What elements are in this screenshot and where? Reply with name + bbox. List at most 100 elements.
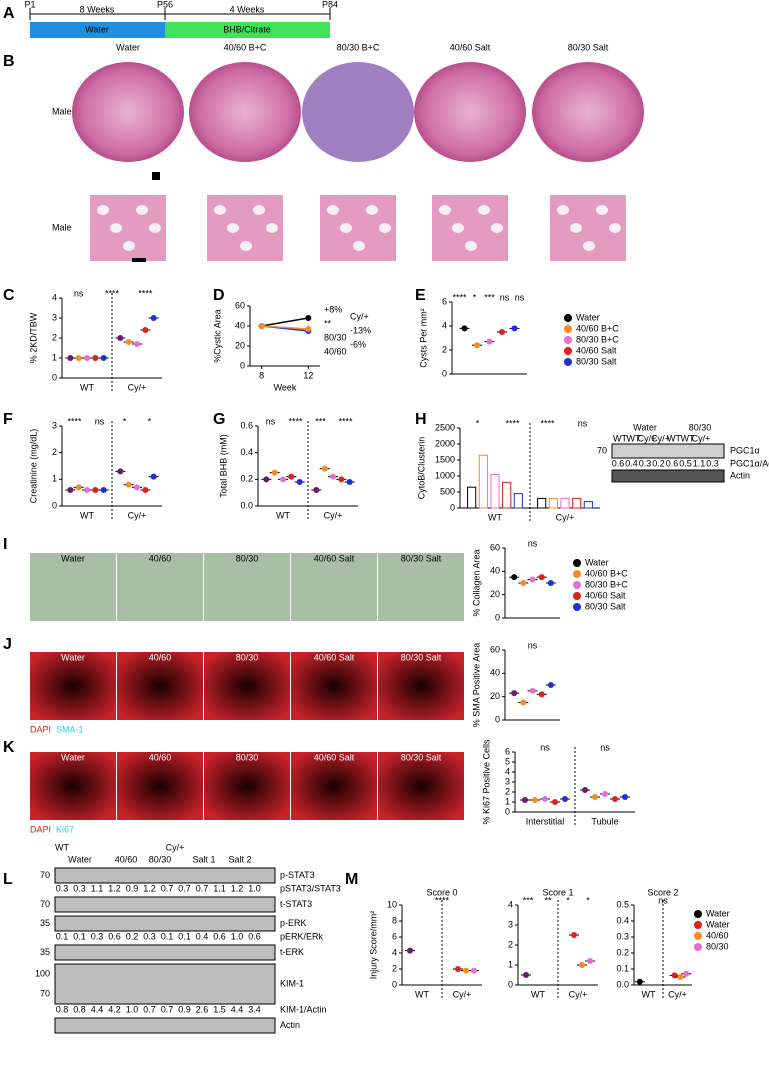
panel-label: L: [3, 871, 13, 888]
blot-ratio: 0.1: [178, 931, 191, 941]
micrograph: [291, 553, 377, 621]
y-tick-label: 0: [52, 372, 57, 382]
point: [522, 797, 528, 803]
y-tick-label: 0: [505, 806, 510, 816]
blot-ratio: 1.0: [231, 931, 244, 941]
stain: SMA-1: [56, 724, 84, 734]
blot-marker: 35: [40, 947, 50, 957]
blot-ratio-label: pERK/ERk: [280, 931, 324, 941]
blot-band: [54, 963, 276, 1005]
y-tick-label: 0.2: [616, 947, 629, 957]
blot-ratio: 1.2: [143, 883, 156, 893]
point: [75, 355, 82, 361]
y-tick-label: 8: [392, 915, 397, 925]
y-tick-label: 1: [52, 474, 57, 484]
y-axis-label: %Cystic Area: [212, 309, 222, 363]
y-axis-label: Creatinine (mg/dL): [28, 429, 38, 504]
cyst: [379, 223, 391, 233]
blot-ratio: 0.9: [126, 883, 139, 893]
blot-subgroup: Water: [68, 854, 92, 864]
blot-ratio: 0.3: [91, 931, 104, 941]
y-axis-label: CytoB/Clusterin: [416, 437, 426, 500]
point: [520, 699, 527, 706]
point: [75, 484, 82, 491]
cyst: [491, 223, 503, 233]
point: [523, 972, 529, 978]
blot-ratio: 0.1: [56, 931, 69, 941]
blot-ratio: 1.1: [213, 883, 226, 893]
column-label: 40/60 Salt: [314, 652, 355, 662]
chart-title: Score 2: [647, 887, 678, 897]
blot-ratio: 0.6: [666, 458, 679, 468]
y-tick-label: 0: [495, 714, 500, 724]
cyst: [452, 223, 464, 233]
point: [486, 338, 493, 345]
blot-lane: Cy/+: [651, 433, 670, 443]
bar: [478, 454, 488, 509]
point: [150, 315, 157, 321]
blot-band: [611, 443, 725, 459]
point: [511, 325, 518, 332]
chart-title: Score 1: [542, 887, 573, 897]
point: [330, 473, 336, 480]
x-tick-label: Cy/+: [569, 989, 588, 999]
y-tick-label: 6: [392, 931, 397, 941]
annotation: *: [566, 895, 570, 905]
bar: [548, 497, 558, 509]
cyst: [353, 241, 365, 251]
cyst: [136, 205, 148, 215]
annotation: *: [148, 416, 152, 426]
point: [288, 473, 295, 480]
cyst: [366, 205, 378, 215]
y-tick-label: 2: [508, 939, 513, 949]
x-tick-label: Cy/+: [556, 512, 575, 522]
annotation: -6%: [350, 339, 366, 349]
x-tick-label: WT: [642, 989, 656, 999]
cyst: [570, 223, 582, 233]
legend-label: 80/30 Salt: [585, 601, 626, 611]
point: [529, 687, 536, 694]
bar: [467, 486, 477, 509]
bar: [572, 497, 582, 509]
blot-ratio: 4.2: [108, 1004, 121, 1014]
row-label: Male: [52, 222, 72, 232]
point: [547, 580, 554, 586]
micrograph: [291, 752, 377, 820]
y-tick-label: 0.4: [240, 447, 253, 457]
legend-label: 80/30 B+C: [585, 579, 628, 589]
point: [305, 326, 312, 332]
cyst: [97, 205, 109, 215]
legend-label: 80/30: [706, 941, 729, 951]
kidney-section: [302, 62, 414, 162]
blot-label: Actin: [730, 470, 750, 480]
annotation: ns: [266, 416, 276, 426]
cyst: [327, 205, 339, 215]
column-label: 40/60: [149, 652, 172, 662]
blot-ratio: 0.2: [652, 458, 665, 468]
y-tick-label: 2000: [435, 438, 455, 448]
y-axis-label: % SMA Positive Area: [471, 643, 481, 728]
column-label: 40/60 Salt: [450, 42, 491, 52]
chart-title: Score 0: [426, 887, 457, 897]
blot-lane: WT: [627, 433, 641, 443]
timeline-label: P1: [24, 0, 35, 9]
treatment: BHB/Citrate: [223, 24, 271, 34]
blot-ratio: 0.7: [196, 883, 209, 893]
column-label: 80/30: [236, 652, 259, 662]
duration: 8 Weeks: [80, 4, 115, 14]
annotation: ****: [105, 288, 120, 298]
column-label: 40/60: [149, 752, 172, 762]
point: [142, 327, 149, 333]
annotation: ns: [578, 418, 588, 428]
legend-label: 40/60 B+C: [585, 568, 628, 578]
blot-ratio: 0.1: [73, 931, 86, 941]
micrograph: [117, 752, 203, 820]
point: [346, 479, 353, 485]
annotation: Cy/+: [350, 311, 369, 321]
annotation: ns: [528, 640, 538, 650]
point: [321, 465, 328, 472]
legend-label: Water: [585, 557, 609, 567]
legend-swatch: [573, 559, 581, 567]
legend-swatch: [564, 358, 572, 366]
blot-ratio: 0.1: [161, 931, 174, 941]
